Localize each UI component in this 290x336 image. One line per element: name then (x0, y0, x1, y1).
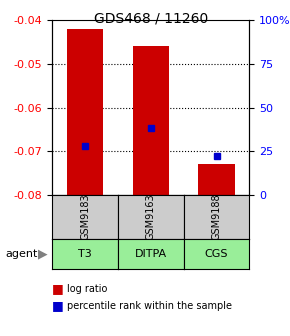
Text: GSM9188: GSM9188 (211, 194, 222, 240)
Bar (198, 164, 235, 195)
Text: GSM9163: GSM9163 (146, 194, 156, 240)
Text: T3: T3 (78, 249, 92, 259)
Text: GSM9183: GSM9183 (80, 194, 90, 240)
Text: log ratio: log ratio (67, 284, 107, 294)
Text: GDS468 / 11260: GDS468 / 11260 (94, 12, 208, 26)
Bar (133, 46, 169, 195)
Text: ■: ■ (52, 299, 64, 312)
Text: CGS: CGS (205, 249, 228, 259)
Text: agent: agent (6, 249, 38, 259)
Text: percentile rank within the sample: percentile rank within the sample (67, 301, 232, 311)
Text: DITPA: DITPA (135, 249, 167, 259)
Text: ▶: ▶ (38, 247, 47, 260)
Text: ■: ■ (52, 283, 64, 295)
Bar (67, 29, 103, 195)
